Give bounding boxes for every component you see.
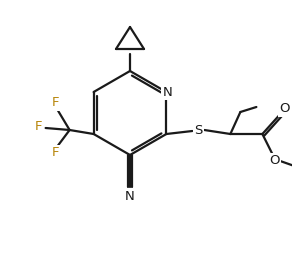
Text: F: F — [52, 146, 59, 159]
Text: O: O — [279, 103, 290, 116]
Text: N: N — [125, 189, 135, 203]
Text: F: F — [52, 97, 59, 110]
Text: N: N — [163, 86, 172, 98]
Text: F: F — [35, 121, 42, 133]
Text: S: S — [194, 123, 203, 137]
Text: O: O — [269, 155, 280, 168]
